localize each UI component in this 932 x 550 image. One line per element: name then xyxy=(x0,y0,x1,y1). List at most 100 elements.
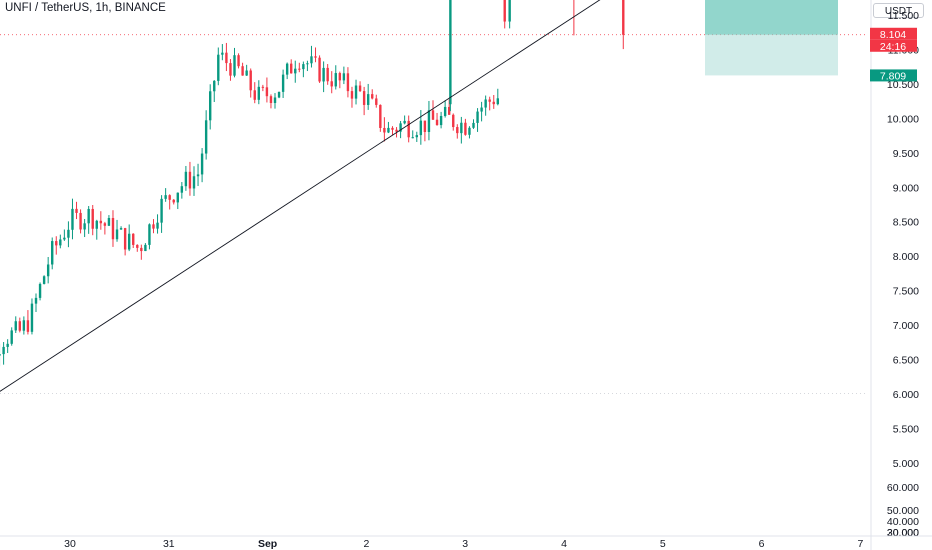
candle-body xyxy=(387,127,390,133)
countdown-tag-bg xyxy=(870,39,917,52)
candle-body xyxy=(415,135,418,138)
y-tick-label: 11.500 xyxy=(888,10,919,22)
y-tick-label: 6.000 xyxy=(893,389,919,401)
candle-body xyxy=(464,122,467,135)
candle-body xyxy=(213,80,216,92)
x-tick-label: 4 xyxy=(561,538,567,550)
candle-body xyxy=(34,297,38,304)
candle-body xyxy=(67,229,70,238)
candle-body xyxy=(22,320,26,331)
candle-body xyxy=(342,73,346,81)
last-price-tag-bg xyxy=(870,27,917,40)
x-tick-label: 5 xyxy=(660,538,666,550)
candle-body xyxy=(10,330,13,344)
candle-body xyxy=(334,73,337,87)
candle-body xyxy=(148,224,151,245)
candle-body xyxy=(391,127,394,130)
candle-body xyxy=(488,99,491,102)
candle-body xyxy=(79,212,82,230)
candle-body xyxy=(358,85,362,92)
candle-body xyxy=(59,239,62,246)
candle-body xyxy=(156,222,159,229)
x-tick-label: 3 xyxy=(462,538,468,550)
y-tick-label: 40.000 xyxy=(887,516,919,528)
last-price-tag: 8.104 xyxy=(880,29,906,41)
candle-body xyxy=(456,127,459,134)
candle-body xyxy=(318,57,321,82)
candle-body xyxy=(46,264,50,277)
candle-body xyxy=(245,70,248,76)
candle-body xyxy=(221,52,224,55)
candle-body xyxy=(298,68,301,70)
candle-body xyxy=(144,244,147,252)
x-axis[interactable]: 30 31 Sep 2 3 4 5 6 7 xyxy=(0,535,932,550)
candle-body xyxy=(51,241,54,265)
candle-body xyxy=(427,110,431,132)
candle-body xyxy=(87,208,90,224)
candle-body xyxy=(431,110,435,120)
candle-body xyxy=(285,63,289,75)
candle-body xyxy=(132,233,135,245)
y-tick-label: 50.000 xyxy=(887,505,919,517)
candle-body xyxy=(99,220,103,224)
candle-body xyxy=(208,91,212,121)
candle-body xyxy=(476,111,479,123)
candle-body xyxy=(127,233,131,250)
candle-body xyxy=(496,98,500,105)
candle-body xyxy=(196,174,200,177)
candle-body xyxy=(152,224,155,229)
target-price-tag: 7.809 xyxy=(880,70,906,82)
candle-body xyxy=(91,208,94,229)
candle-body xyxy=(83,223,86,230)
candle-body xyxy=(330,81,333,87)
y-axis[interactable]: 11.50011.00010.50010.0009.5009.0008.5008… xyxy=(870,0,919,550)
candle-body xyxy=(322,67,325,82)
trendline[interactable] xyxy=(0,0,742,410)
candle-body xyxy=(423,120,427,132)
candle-body xyxy=(75,208,78,213)
candle-body xyxy=(383,127,386,133)
candle-body xyxy=(366,94,370,105)
candle-body xyxy=(140,247,143,252)
candle-body xyxy=(399,123,402,132)
candle-body xyxy=(176,192,179,203)
candle-body xyxy=(30,303,34,332)
candle-body xyxy=(447,106,451,115)
candle-body xyxy=(306,63,309,65)
candle-body xyxy=(350,91,354,99)
currency-button[interactable]: USDT xyxy=(873,3,924,18)
candle-body xyxy=(449,0,452,105)
y-tick-label: 7.000 xyxy=(893,320,919,332)
candle-body xyxy=(26,320,30,332)
candle-body xyxy=(184,171,188,187)
candle-body xyxy=(439,115,443,126)
target-profit-zone xyxy=(705,34,838,76)
candle-body xyxy=(354,85,358,99)
candle-body xyxy=(371,94,374,99)
candle-body xyxy=(249,70,252,91)
y-tick-label: 8.500 xyxy=(893,217,919,229)
candle-body xyxy=(38,283,42,298)
candle-body xyxy=(277,91,281,98)
candle-body xyxy=(362,91,366,105)
candle-body xyxy=(119,228,123,230)
candle-body xyxy=(622,0,625,35)
candle-body xyxy=(375,98,378,105)
candle-body xyxy=(261,86,265,88)
candle-body xyxy=(164,195,167,199)
candle-body xyxy=(253,90,256,100)
candle-body xyxy=(180,186,184,193)
y-tick-label: 5.500 xyxy=(893,423,919,435)
position-zones xyxy=(705,0,838,76)
candle-body xyxy=(273,97,277,104)
target-price-tag-bg xyxy=(870,69,917,82)
candle-body xyxy=(508,0,511,22)
candle-body xyxy=(237,55,240,67)
candle-body xyxy=(460,122,463,134)
candle-body xyxy=(204,120,208,154)
x-tick-label: 31 xyxy=(163,538,175,550)
y-tick-label: 10.500 xyxy=(887,79,919,91)
candle-body xyxy=(200,153,204,175)
x-tick-label: 30 xyxy=(64,538,76,550)
